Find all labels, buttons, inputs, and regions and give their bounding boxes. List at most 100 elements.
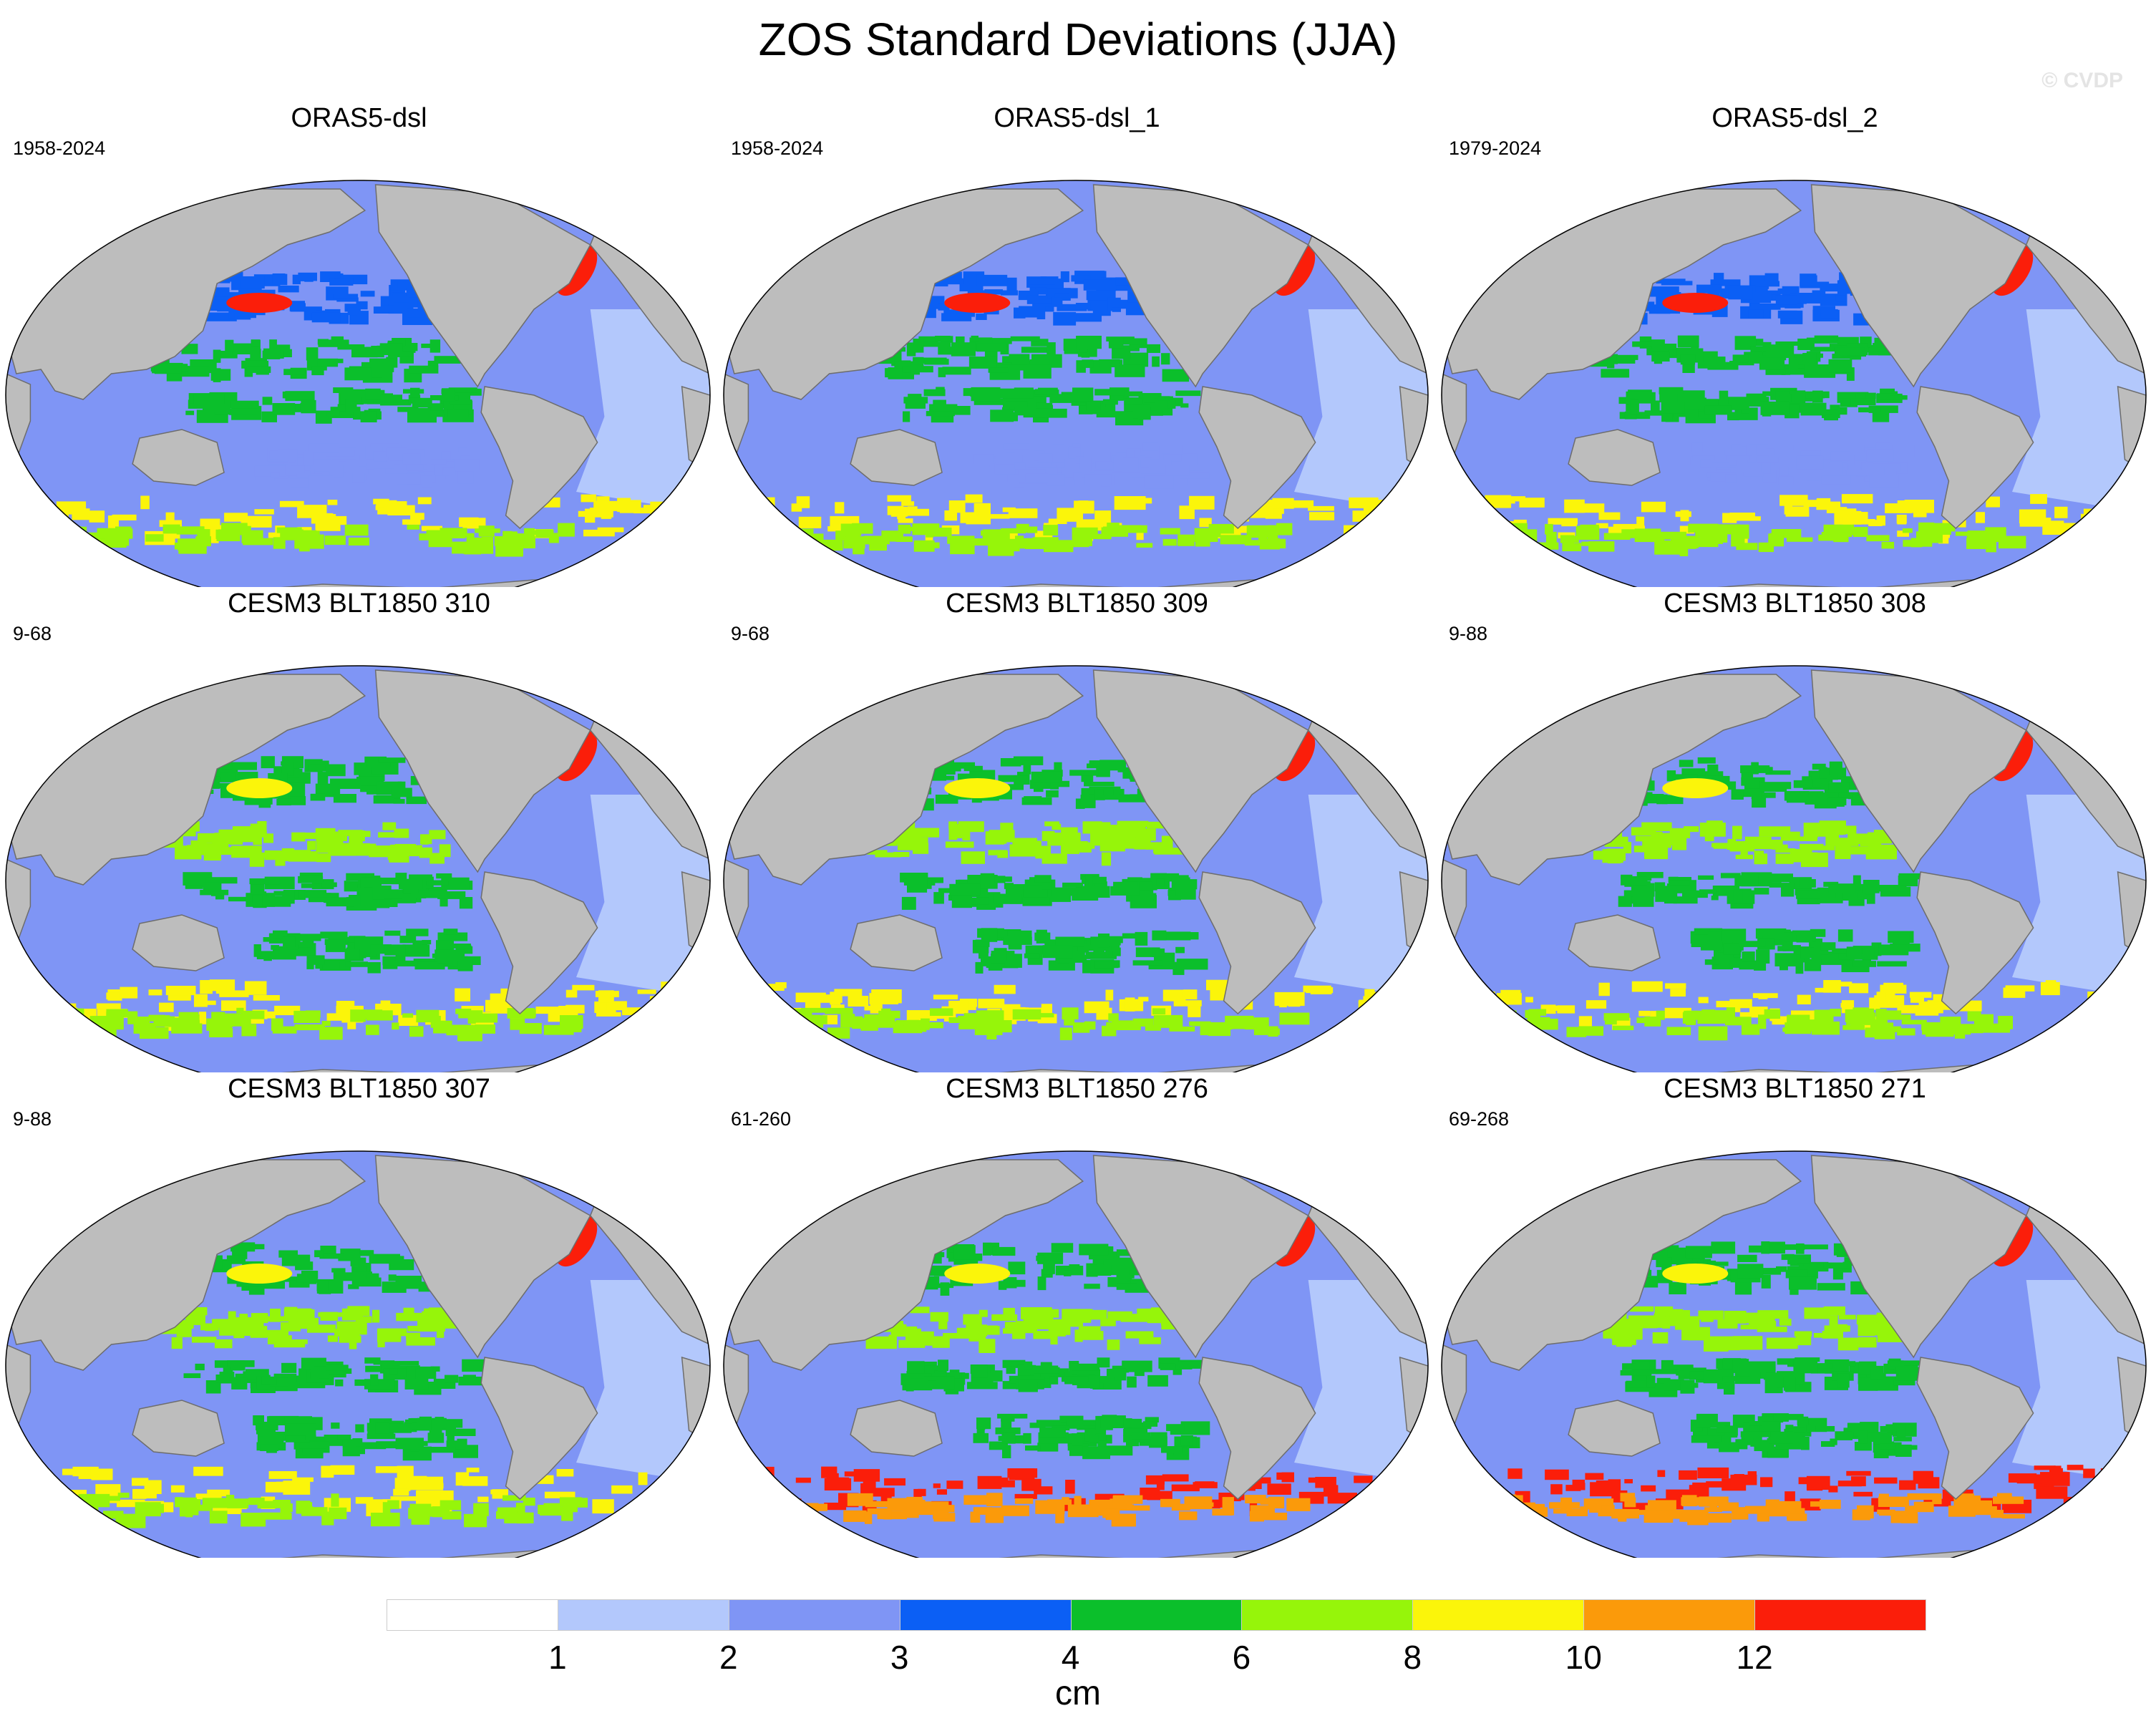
colorbar — [387, 1599, 1926, 1632]
ocean-field-patch — [241, 515, 272, 528]
ocean-field-patch — [1822, 1331, 1843, 1339]
ocean-field-patch — [876, 1338, 896, 1344]
ocean-field-patch — [930, 1008, 953, 1016]
ocean-field-patch — [912, 523, 940, 535]
ocean-field-patch — [2100, 1485, 2111, 1501]
ocean-field-patch — [457, 471, 474, 484]
ocean-field-patch — [459, 517, 479, 528]
ocean-field-patch — [1892, 445, 1915, 457]
ocean-field-patch — [394, 960, 418, 966]
ocean-field-patch — [749, 510, 774, 525]
ocean-field-patch — [782, 1009, 791, 1017]
ocean-field-patch — [748, 1503, 769, 1513]
ocean-field-patch — [906, 834, 922, 845]
ocean-field-patch — [276, 1276, 304, 1282]
ocean-field-patch — [442, 1511, 462, 1520]
ocean-field-low — [576, 795, 710, 999]
ocean-field-patch — [1047, 342, 1056, 357]
ocean-field-patch — [1991, 1510, 2004, 1518]
ocean-field-patch — [317, 358, 339, 367]
ocean-field-patch — [1835, 295, 1845, 302]
ocean-field-patch — [1863, 880, 1880, 893]
ocean-field-patch — [1051, 1243, 1074, 1253]
ocean-field-patch — [1621, 876, 1648, 886]
ocean-field-patch — [953, 1245, 976, 1260]
map-border — [723, 1150, 1429, 1558]
ocean-field-patch — [203, 848, 221, 860]
ocean-field-patch — [990, 409, 1014, 422]
ocean-field-patch — [505, 533, 525, 541]
ocean-field-patch — [1023, 760, 1031, 775]
ocean-field-patch — [428, 536, 452, 548]
ocean-field-patch — [1127, 877, 1142, 882]
ocean-field-patch — [361, 1316, 372, 1323]
ocean-field-patch — [120, 986, 138, 999]
ocean-field-patch — [384, 930, 401, 936]
ocean-field-patch — [1090, 833, 1122, 846]
ocean-field-patch — [1082, 1446, 1110, 1460]
ocean-field-patch — [1162, 369, 1190, 382]
ocean-field-patch — [378, 757, 406, 763]
ocean-field-patch — [1052, 823, 1062, 830]
ocean-field-patch — [1802, 776, 1812, 784]
ocean-field-patch — [209, 1511, 228, 1524]
ocean-field-patch — [1099, 359, 1120, 367]
ocean-field-patch — [1062, 882, 1083, 888]
ocean-field-patch — [759, 519, 780, 527]
ocean-field-patch — [1777, 310, 1797, 319]
ocean-field-patch — [1003, 1307, 1015, 1320]
ocean-field-patch — [1077, 1331, 1104, 1340]
ocean-field-patch — [1810, 929, 1826, 937]
ocean-field-patch — [1107, 1339, 1120, 1350]
ocean-field-patch — [344, 304, 361, 312]
ocean-field-patch — [994, 462, 1016, 475]
ocean-field-patch — [407, 411, 437, 423]
ocean-field-patch — [1711, 1241, 1736, 1254]
ocean-field-patch — [330, 778, 361, 789]
ocean-field-patch — [1932, 1493, 1942, 1505]
ocean-field-patch — [1034, 1486, 1053, 1495]
ocean-field-patch — [1732, 1336, 1763, 1350]
ocean-field-patch — [383, 1423, 412, 1433]
ocean-field-patch — [375, 1466, 405, 1473]
ocean-field-patch — [262, 1329, 288, 1337]
ocean-field-patch — [1022, 897, 1050, 905]
ocean-field-patch — [210, 369, 231, 381]
ocean-field-patch — [1734, 1281, 1752, 1295]
hotspot-kuroshio — [1662, 778, 1729, 798]
ocean-field-patch — [371, 1513, 400, 1527]
ocean-field-patch — [1740, 845, 1748, 858]
ocean-field-patch — [1624, 1479, 1633, 1484]
ocean-field-patch — [334, 273, 344, 278]
ocean-field-patch — [426, 880, 449, 886]
ocean-field-patch — [1864, 473, 1873, 482]
ocean-field-patch — [1167, 890, 1176, 896]
ocean-field-patch — [1775, 295, 1798, 305]
ocean-field-patch — [195, 1493, 222, 1500]
ocean-field-patch — [1688, 1331, 1709, 1341]
ocean-field-patch — [434, 356, 461, 364]
ocean-field-patch — [345, 399, 357, 407]
ocean-field-patch — [1837, 1373, 1850, 1388]
map-border — [5, 665, 711, 1072]
ocean-field-patch — [441, 451, 451, 460]
ocean-field-patch — [457, 960, 473, 971]
ocean-field-patch — [1018, 1382, 1038, 1392]
ocean-field-patch — [747, 527, 770, 538]
ocean-field-patch — [1618, 1508, 1627, 1522]
ocean-field-patch — [1565, 1485, 1581, 1491]
ocean-field-patch — [380, 1000, 391, 1012]
ocean-field-patch — [1805, 795, 1827, 805]
ocean-field-patch — [1089, 1309, 1107, 1320]
ocean-field-patch — [1782, 475, 1807, 483]
ocean-field-patch — [1183, 989, 1198, 1000]
ocean-field-patch — [1754, 888, 1769, 895]
ocean-field-patch — [978, 999, 1005, 1009]
ocean-field-patch — [1072, 1433, 1083, 1446]
ocean-field-patch — [183, 1504, 213, 1511]
ocean-field-patch — [1758, 542, 1774, 553]
ocean-field-patch — [1791, 954, 1810, 963]
ocean-field-patch — [1160, 528, 1180, 535]
ocean-field-patch — [523, 1498, 535, 1506]
ocean-field-patch — [253, 944, 261, 957]
